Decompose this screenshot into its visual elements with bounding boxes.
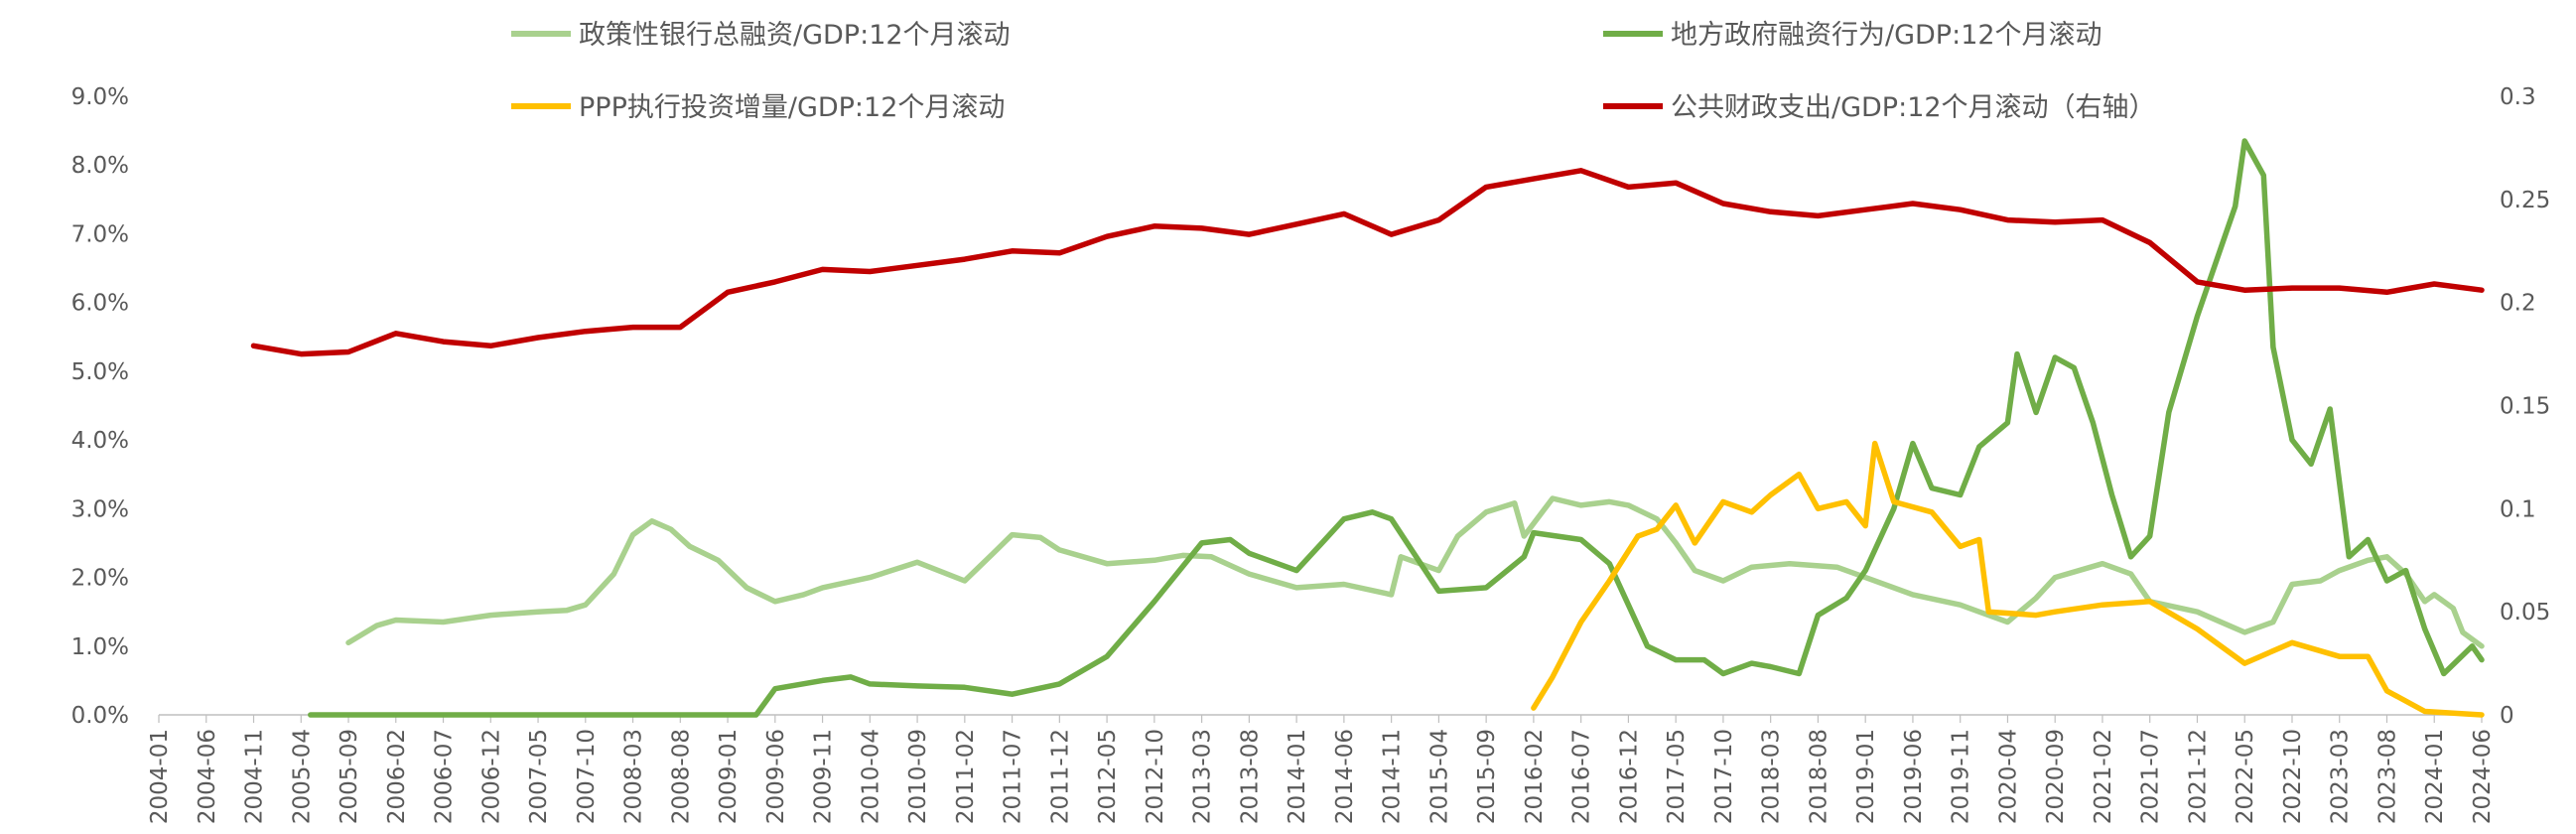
x-tick-label: 2011-12	[1047, 729, 1073, 824]
x-tick-label: 2011-02	[953, 729, 979, 824]
x-tick-label: 2005-09	[337, 729, 362, 824]
x-tick-label: 2024-01	[2422, 729, 2448, 824]
y-right-tick-label: 0.2	[2500, 291, 2536, 317]
series-line-3	[1531, 440, 2485, 718]
x-tick-label: 2014-01	[1285, 729, 1310, 824]
x-tick-label: 2022-10	[2280, 729, 2306, 824]
legend-label: 公共财政支出/GDP:12个月滚动（右轴）	[1671, 92, 2156, 123]
x-tick-label: 2008-03	[621, 729, 647, 824]
y-right-tick-label: 0.3	[2500, 84, 2536, 110]
x-tick-label: 2004-06	[195, 729, 220, 824]
legend-label: 政策性银行总融资/GDP:12个月滚动	[579, 20, 1011, 51]
x-tick-label: 2013-08	[1237, 729, 1263, 824]
y-right-tick-label: 0.25	[2500, 188, 2550, 213]
x-tick-label: 2015-04	[1426, 729, 1452, 824]
x-tick-label: 2004-11	[242, 729, 268, 824]
y-left-tick-label: 8.0%	[71, 153, 129, 179]
x-tick-label: 2014-11	[1380, 729, 1406, 824]
x-tick-label: 2006-12	[478, 729, 504, 824]
x-tick-label: 2020-09	[2043, 729, 2069, 824]
x-tick-label: 2007-10	[574, 729, 600, 824]
x-tick-label: 2024-06	[2470, 729, 2496, 824]
x-tick-label: 2004-01	[147, 729, 173, 824]
x-tick-label: 2021-12	[2185, 729, 2211, 824]
y-left-tick-label: 0.0%	[71, 703, 129, 729]
y-left-tick-label: 9.0%	[71, 84, 129, 110]
x-tick-label: 2005-04	[289, 729, 315, 824]
x-tick-label: 2009-06	[763, 729, 789, 824]
x-tick-label: 2021-02	[2091, 729, 2116, 824]
x-tick-label: 2008-08	[668, 729, 694, 824]
y-left-tick-label: 2.0%	[71, 566, 129, 592]
x-tick-label: 2016-12	[1616, 729, 1642, 824]
x-tick-label: 2019-11	[1949, 729, 1974, 824]
x-tick-label: 2012-10	[1143, 729, 1168, 824]
x-tick-label: 2018-03	[1759, 729, 1785, 824]
y-right-tick-label: 0	[2500, 703, 2514, 729]
x-tick-label: 2006-07	[432, 729, 458, 824]
x-tick-label: 2009-11	[811, 729, 837, 824]
x-tick-label: 2023-03	[2328, 729, 2354, 824]
x-tick-label: 2010-09	[905, 729, 931, 824]
chart-series	[250, 138, 2485, 718]
y-left-tick-label: 1.0%	[71, 634, 129, 660]
x-tick-label: 2022-05	[2233, 729, 2258, 824]
x-tick-label: 2023-08	[2374, 729, 2400, 824]
y-left-tick-label: 6.0%	[71, 291, 129, 317]
x-tick-label: 2011-07	[1001, 729, 1026, 824]
x-tick-label: 2017-10	[1711, 729, 1737, 824]
x-tick-label: 2014-06	[1332, 729, 1358, 824]
x-tick-label: 2019-06	[1901, 729, 1927, 824]
x-tick-label: 2012-05	[1095, 729, 1121, 824]
series-line-4	[250, 168, 2485, 357]
x-tick-label: 2013-03	[1190, 729, 1216, 824]
chart-axes: 2004-01 2004-06 2004-11 2005-04 2005-09 2006-…	[71, 84, 2551, 824]
y-left-tick-label: 3.0%	[71, 496, 129, 522]
x-tick-label: 2017-05	[1664, 729, 1690, 824]
x-tick-label: 2006-02	[384, 729, 410, 824]
y-right-tick-label: 0.1	[2500, 496, 2536, 522]
series-line-1	[345, 495, 2485, 649]
x-tick-label: 2018-08	[1806, 729, 1831, 824]
series-line-2	[308, 138, 2485, 718]
y-left-tick-label: 4.0%	[71, 428, 129, 454]
x-tick-label: 2010-04	[858, 729, 883, 824]
x-tick-label: 2007-05	[526, 729, 552, 824]
chart-legend: 政策性银行总融资/GDP:12个月滚动 地方政府融资行为/GDP:12个月滚动 PP…	[511, 20, 2156, 123]
x-tick-label: 2016-07	[1569, 729, 1595, 824]
y-left-tick-label: 5.0%	[71, 359, 129, 385]
x-tick-label: 2021-07	[2138, 729, 2164, 824]
y-left-tick-label: 7.0%	[71, 221, 129, 247]
x-tick-label: 2009-01	[716, 729, 742, 824]
x-tick-label: 2020-04	[1995, 729, 2021, 824]
legend-label: PPP执行投资增量/GDP:12个月滚动	[579, 92, 1005, 123]
y-right-tick-label: 0.05	[2500, 600, 2550, 626]
x-tick-label: 2016-02	[1522, 729, 1548, 824]
x-tick-label: 2019-01	[1853, 729, 1879, 824]
legend-label: 地方政府融资行为/GDP:12个月滚动	[1671, 20, 2102, 51]
y-right-tick-label: 0.15	[2500, 394, 2550, 420]
x-tick-label: 2015-09	[1474, 729, 1500, 824]
